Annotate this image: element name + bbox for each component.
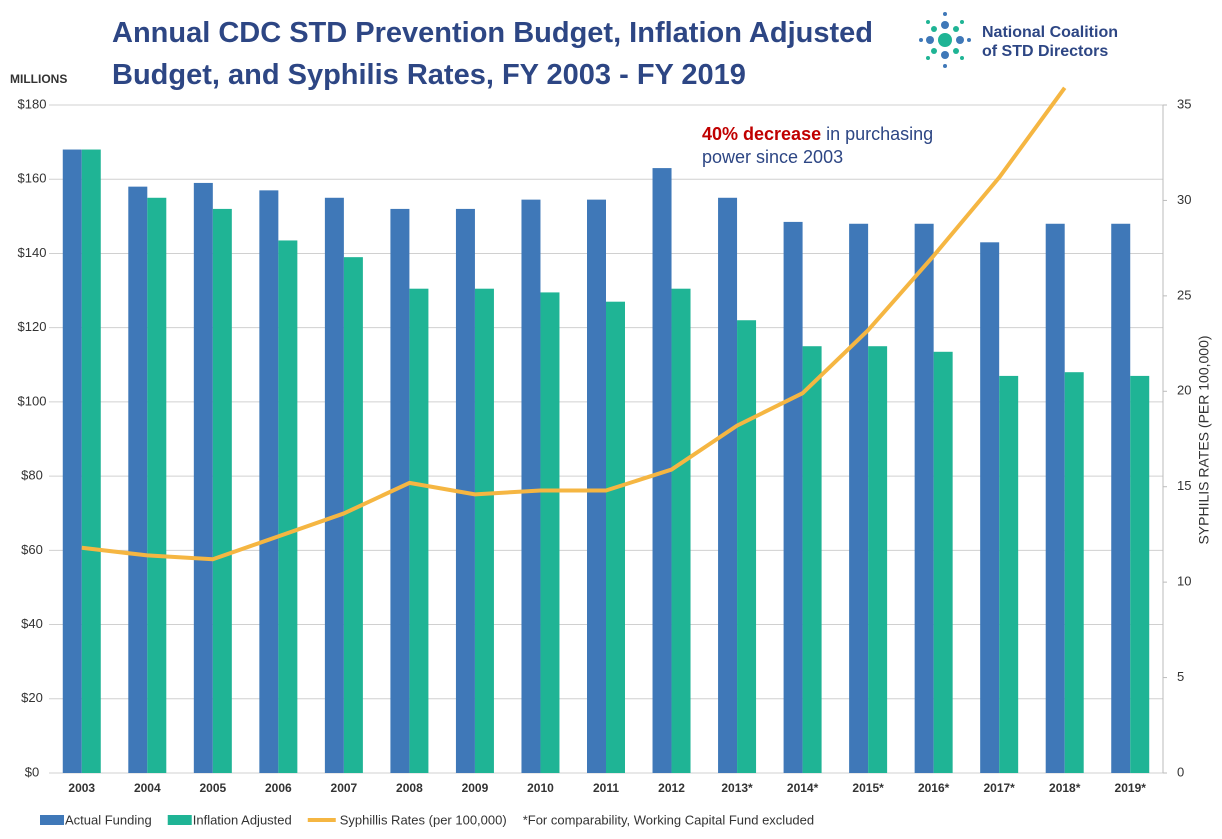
bar — [868, 346, 888, 773]
bar — [849, 223, 869, 773]
bar — [999, 375, 1019, 773]
logo-text: of STD Directors — [982, 43, 1108, 60]
chart-title: Annual CDC STD Prevention Budget, Inflat… — [112, 17, 873, 49]
bar — [147, 197, 167, 773]
y-tick-label: $140 — [18, 245, 47, 260]
legend-swatch — [40, 815, 64, 825]
y-tick-label: $60 — [21, 542, 43, 557]
legend-label: Actual Funding — [65, 812, 152, 827]
x-tick-label: 2005 — [199, 781, 226, 795]
bar — [933, 351, 953, 773]
x-tick-label: 2006 — [265, 781, 292, 795]
bar — [81, 149, 101, 774]
y-axis-label: MILLIONS — [10, 72, 67, 86]
bar — [671, 288, 691, 773]
y2-tick-label: 10 — [1177, 574, 1191, 589]
bar — [980, 242, 1000, 774]
x-tick-label: 2003 — [68, 781, 95, 795]
line — [81, 86, 1067, 562]
x-tick-label: 2012 — [658, 781, 685, 795]
bar — [259, 190, 279, 773]
bar — [343, 257, 363, 774]
x-tick-label: 2016* — [918, 781, 950, 795]
bar — [1111, 223, 1131, 773]
bar — [212, 208, 232, 773]
y-tick-label: $0 — [25, 764, 39, 779]
logo-text: National Coalition — [982, 24, 1118, 41]
bar — [390, 208, 410, 773]
x-tick-label: 2013* — [721, 781, 753, 795]
annotation-highlight: 40% decrease — [702, 124, 821, 144]
bar — [1064, 372, 1084, 773]
y2-tick-label: 20 — [1177, 383, 1191, 398]
bar — [1130, 375, 1150, 773]
y-tick-label: $80 — [21, 468, 43, 483]
bar — [783, 221, 803, 773]
legend-label: Syphillis Rates (per 100,000) — [340, 812, 507, 827]
bar — [1045, 223, 1065, 773]
x-tick-label: 2019* — [1115, 781, 1147, 795]
bar — [540, 292, 560, 773]
bar — [128, 186, 148, 774]
x-tick-label: 2018* — [1049, 781, 1081, 795]
bar — [606, 301, 625, 773]
bar — [62, 149, 82, 774]
bar — [587, 199, 606, 774]
y2-axis-label: SYPHILIS RATES (PER 100,000) — [1196, 335, 1212, 544]
annotation-text: in purchasing — [826, 124, 933, 144]
x-tick-label: 2008 — [396, 781, 423, 795]
y2-tick-label: 15 — [1177, 478, 1191, 493]
x-tick-label: 2017* — [983, 781, 1015, 795]
y2-tick-label: 5 — [1177, 669, 1184, 684]
bar — [737, 320, 757, 773]
bar — [802, 346, 822, 773]
x-tick-label: 2007 — [331, 781, 358, 795]
x-tick-label: 2015* — [852, 781, 884, 795]
bar — [278, 240, 298, 773]
chart-title: Budget, and Syphilis Rates, FY 2003 - FY… — [112, 59, 746, 91]
bar — [718, 197, 738, 773]
legend-label: Inflation Adjusted — [193, 812, 292, 827]
annotation: 40% decrease in purchasing — [702, 124, 933, 144]
bar — [474, 288, 494, 773]
x-tick-label: 2014* — [787, 781, 819, 795]
y2-tick-label: 35 — [1177, 96, 1191, 111]
bar — [914, 223, 934, 773]
y-tick-label: $100 — [18, 393, 47, 408]
legend-swatch — [167, 815, 192, 825]
bar — [521, 199, 541, 774]
x-tick-label: 2004 — [134, 781, 161, 795]
bar — [324, 197, 344, 773]
footnote: *For comparability, Working Capital Fund… — [523, 812, 814, 827]
logo — [919, 12, 971, 68]
y2-tick-label: 0 — [1177, 764, 1184, 779]
y-tick-label: $160 — [18, 171, 47, 186]
y2-tick-label: 30 — [1177, 192, 1191, 207]
bar — [409, 288, 429, 773]
x-tick-label: 2009 — [462, 781, 489, 795]
y-tick-label: $40 — [21, 616, 43, 631]
bar — [193, 182, 213, 773]
y2-tick-label: 25 — [1177, 287, 1191, 302]
annotation-text: power since 2003 — [702, 147, 843, 167]
y-tick-label: $20 — [21, 690, 43, 705]
y-tick-label: $180 — [18, 96, 47, 111]
x-tick-label: 2010 — [527, 781, 554, 795]
y-tick-label: $120 — [18, 319, 47, 334]
x-tick-label: 2011 — [593, 781, 619, 795]
